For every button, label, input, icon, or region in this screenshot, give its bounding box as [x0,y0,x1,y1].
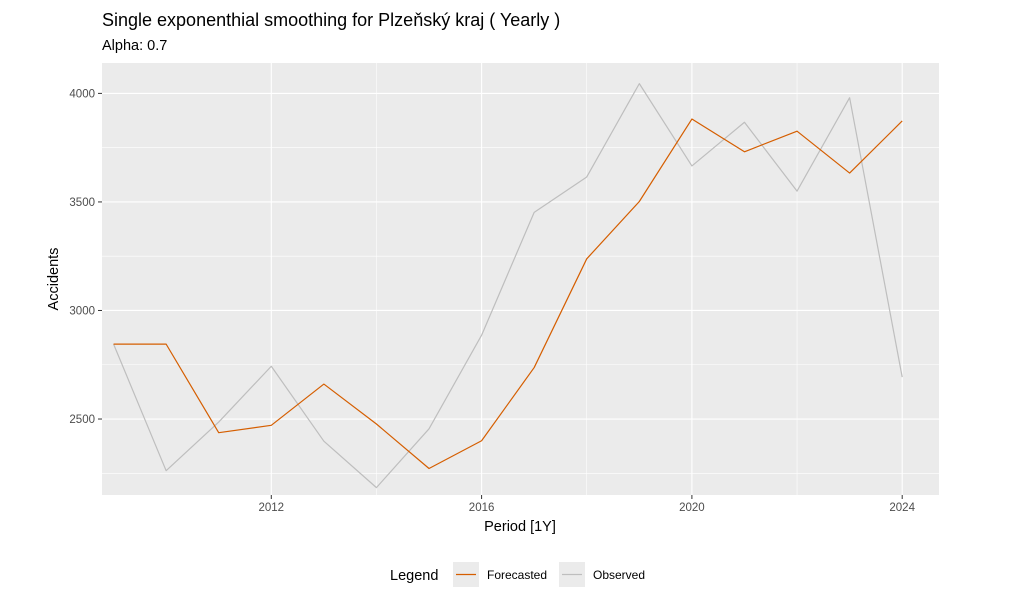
legend-title: Legend [390,568,438,584]
series-line-forecasted [113,118,903,470]
legend: Legend Forecasted Observed [390,562,645,587]
series-layer [113,83,903,489]
chart-subtitle: Alpha: 0.7 [102,38,167,54]
chart-title: Single exponenthial smoothing for Plzeňs… [102,10,560,30]
legend-label-observed: Observed [593,568,645,582]
plot-panel [102,63,939,495]
y-tick-label: 4000 [69,88,95,100]
x-tick-label: 2024 [889,502,915,514]
x-tick-label: 2012 [258,502,284,514]
legend-items: Forecasted Observed [453,562,645,587]
x-tick-label: 2016 [469,502,495,514]
y-tick-label: 2500 [69,414,95,426]
series-line-observed [113,83,903,489]
x-tick-label: 2020 [679,502,705,514]
y-axis-title: Accidents [46,248,62,311]
legend-label-forecasted: Forecasted [487,568,547,582]
x-axis-title: Period [1Y] [484,519,556,535]
ticks-layer: 2012 2016 2020 2024 2500 3000 3500 4000 [69,88,915,514]
y-tick-label: 3500 [69,197,95,209]
grid-layer [102,63,939,495]
y-tick-label: 3000 [69,305,95,317]
